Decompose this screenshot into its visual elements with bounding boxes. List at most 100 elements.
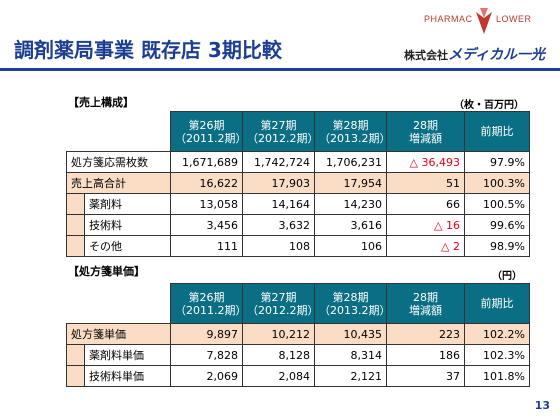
cell-ratio: 99.6% <box>464 214 530 236</box>
page-title: 調剤薬局事業 既存店 3期比較 <box>14 38 282 62</box>
unit-price-table: 第26期 （2011.2期） 第27期 （2012.2期） 第28期 （2013.2期… <box>66 283 530 387</box>
header-diff-line2: 増減額 <box>409 131 442 145</box>
logo-company-name: 株式会社メディカル一光 <box>404 44 545 64</box>
cell-diff: 66 <box>386 193 465 215</box>
cell-fy27: 10,212 <box>242 323 315 345</box>
row-label: 薬剤料 <box>84 193 171 215</box>
header-fy28-line2: （2013.2期） <box>319 131 387 145</box>
cell-fy28: 3,616 <box>314 214 387 236</box>
header-fy26: 第26期 （2011.2期） <box>170 111 243 152</box>
flower-icon <box>476 8 492 34</box>
cell-diff: △ 2 <box>386 235 465 257</box>
title-underline <box>0 68 560 71</box>
cell-fy26: 2,069 <box>170 365 243 387</box>
table-row: 薬剤料単価 7,828 8,128 8,314 186 102.3% <box>66 344 530 366</box>
cell-diff: 51 <box>386 172 465 194</box>
cell-diff: 223 <box>386 323 465 345</box>
header-fy26-line2: （2011.2期） <box>175 131 243 145</box>
cell-fy28: 106 <box>314 235 387 257</box>
table-row: 処方箋応需枚数 1,671,689 1,742,724 1,706,231 △ … <box>66 151 530 173</box>
sales-table: 第26期 （2011.2期） 第27期 （2012.2期） 第28期 （2013.2期… <box>66 111 530 257</box>
unit-price-header-row: 第26期 （2011.2期） 第27期 （2012.2期） 第28期 （2013.2期… <box>66 283 530 324</box>
cell-fy28: 2,121 <box>314 365 387 387</box>
cell-diff: △ 36,493 <box>386 151 465 173</box>
indent-cell <box>66 365 85 387</box>
page-number: 13 <box>534 399 550 412</box>
cell-fy28: 8,314 <box>314 344 387 366</box>
header-diff-line2: 増減額 <box>409 303 442 317</box>
cell-fy26: 13,058 <box>170 193 243 215</box>
cell-fy28: 10,435 <box>314 323 387 345</box>
header-ratio-line1: 前期比 <box>480 125 514 138</box>
cell-ratio: 98.9% <box>464 235 530 257</box>
header-fy26-line2: （2011.2期） <box>175 303 243 317</box>
header-blank-cell <box>66 283 171 324</box>
header-fy27-line2: （2012.2期） <box>247 303 315 317</box>
row-label: その他 <box>84 235 171 257</box>
sales-section-label: 【売上構成】 <box>68 96 134 109</box>
header-fy28: 第28期 （2013.2期） <box>314 283 387 324</box>
header-fy26: 第26期 （2011.2期） <box>170 283 243 324</box>
cell-ratio: 102.2% <box>464 323 530 345</box>
header-fy28-line1: 第28期 <box>332 118 369 132</box>
header-diff: 28期 増減額 <box>386 111 465 152</box>
cell-fy27: 2,084 <box>242 365 315 387</box>
header-blank-cell <box>66 111 171 152</box>
row-label: 薬剤料単価 <box>84 344 171 366</box>
header-fy27: 第27期 （2012.2期） <box>242 111 315 152</box>
header-ratio-line1: 前期比 <box>480 297 514 310</box>
table-row: 薬剤料 13,058 14,164 14,230 66 100.5% <box>66 193 530 215</box>
header-ratio: 前期比 <box>464 283 530 324</box>
cell-fy26: 1,671,689 <box>170 151 243 173</box>
header-fy28-line1: 第28期 <box>332 290 369 304</box>
row-label: 処方箋単価 <box>66 323 171 345</box>
logo-pharm-text: PHARMAC <box>424 14 473 24</box>
header-diff: 28期 増減額 <box>386 283 465 324</box>
indent-cell <box>66 193 85 215</box>
header-fy26-line1: 第26期 <box>188 290 225 304</box>
cell-fy28: 14,230 <box>314 193 387 215</box>
logo-brand-name: メディカル一光 <box>448 47 546 63</box>
indent-cell <box>66 214 85 236</box>
table-row: 売上高合計 16,622 17,903 17,954 51 100.3% <box>66 172 530 194</box>
cell-fy26: 7,828 <box>170 344 243 366</box>
cell-fy28: 1,706,231 <box>314 151 387 173</box>
header-fy27-line1: 第27期 <box>260 290 297 304</box>
cell-fy27: 3,632 <box>242 214 315 236</box>
unit-price-section-label: 【処方箋単価】 <box>68 265 145 278</box>
cell-diff: 37 <box>386 365 465 387</box>
table-row: 技術料単価 2,069 2,084 2,121 37 101.8% <box>66 365 530 387</box>
table-row: その他 111 108 106 △ 2 98.9% <box>66 235 530 257</box>
company-logo: PHARMAC LOWER 株式会社メディカル一光 <box>396 6 546 66</box>
cell-fy27: 1,742,724 <box>242 151 315 173</box>
sales-unit-label: （枚・百万円） <box>454 100 524 111</box>
header-fy27-line2: （2012.2期） <box>247 131 315 145</box>
header-fy27-line1: 第27期 <box>260 118 297 132</box>
row-label: 技術料 <box>84 214 171 236</box>
header-diff-line1: 28期 <box>413 290 438 304</box>
cell-fy27: 17,903 <box>242 172 315 194</box>
row-label: 技術料単価 <box>84 365 171 387</box>
cell-fy26: 9,897 <box>170 323 243 345</box>
table-row: 技術料 3,456 3,632 3,616 △ 16 99.6% <box>66 214 530 236</box>
cell-ratio: 97.9% <box>464 151 530 173</box>
cell-fy28: 17,954 <box>314 172 387 194</box>
cell-fy26: 3,456 <box>170 214 243 236</box>
cell-ratio: 102.3% <box>464 344 530 366</box>
cell-ratio: 100.3% <box>464 172 530 194</box>
header-fy28-line2: （2013.2期） <box>319 303 387 317</box>
cell-fy27: 108 <box>242 235 315 257</box>
row-label: 売上高合計 <box>66 172 171 194</box>
row-label: 処方箋応需枚数 <box>66 151 171 173</box>
cell-fy27: 14,164 <box>242 193 315 215</box>
logo-company-prefix: 株式会社 <box>404 49 448 62</box>
indent-cell <box>66 344 85 366</box>
header-ratio: 前期比 <box>464 111 530 152</box>
header-diff-line1: 28期 <box>413 118 438 132</box>
indent-cell <box>66 235 85 257</box>
cell-fy26: 111 <box>170 235 243 257</box>
cell-ratio: 101.8% <box>464 365 530 387</box>
cell-fy26: 16,622 <box>170 172 243 194</box>
table-row: 処方箋単価 9,897 10,212 10,435 223 102.2% <box>66 323 530 345</box>
cell-ratio: 100.5% <box>464 193 530 215</box>
